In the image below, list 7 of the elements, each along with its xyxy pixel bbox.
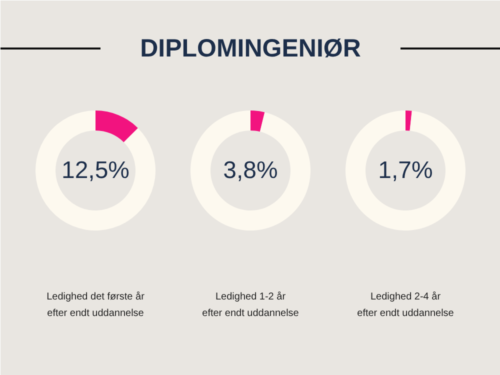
text: 1,7% — [378, 157, 433, 184]
text: 12,5% — [61, 157, 130, 184]
text: Ledighed 1-2 år efter endt uddannelse — [202, 290, 300, 319]
text: DIPLOMINGENIØR — [140, 34, 361, 62]
text: Ledighed det første år efter endt uddannelse — [46, 290, 146, 319]
text: 3,8% — [223, 157, 278, 184]
text: Ledighed 2-4 år efter endt uddannelse — [357, 290, 454, 319]
